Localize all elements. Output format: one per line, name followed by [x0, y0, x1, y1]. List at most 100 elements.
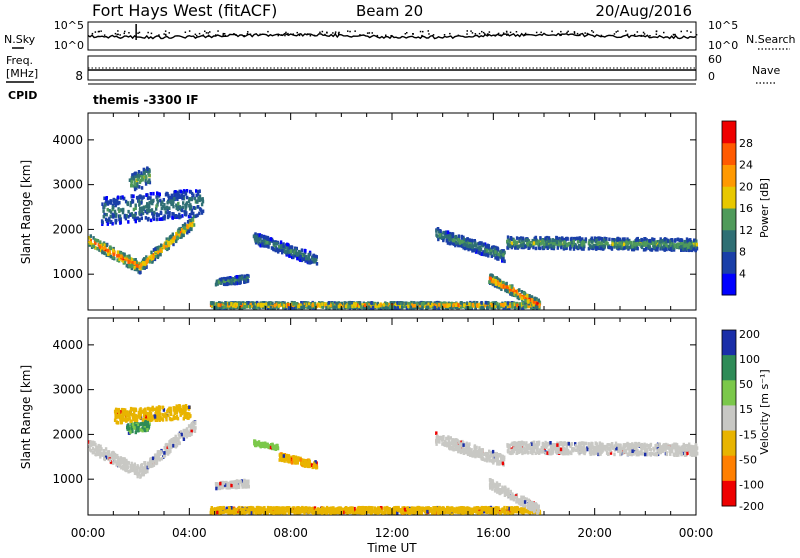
- n-search-point: [498, 33, 500, 35]
- scatter-cell: [511, 285, 513, 289]
- scatter-cell: [160, 203, 162, 207]
- n-search-point: [92, 33, 94, 35]
- scatter-cell: [602, 245, 604, 249]
- scatter-cell: [139, 416, 141, 420]
- scatter-cell: [178, 213, 180, 217]
- scatter-cell: [303, 305, 305, 309]
- scatter-cell: [295, 302, 297, 306]
- scatter-cell: [96, 247, 98, 251]
- scatter-cell: [488, 280, 490, 284]
- scatter-cell: [175, 435, 177, 439]
- scatter-cell: [308, 305, 310, 309]
- scatter-cell: [172, 240, 174, 244]
- scatter-cell: [182, 201, 184, 205]
- scatter-cell: [478, 242, 480, 246]
- n-search-point: [385, 35, 387, 37]
- scatter-cell: [634, 243, 636, 247]
- scatter-cell: [188, 199, 190, 203]
- scatter-cell: [486, 306, 488, 310]
- scatter-cell: [605, 242, 607, 246]
- scatter-cell: [126, 461, 128, 465]
- scatter-cell: [135, 204, 137, 208]
- scatter-cell: [98, 451, 100, 455]
- scatter-cell: [563, 245, 565, 249]
- scatter-cell: [96, 452, 98, 456]
- scatter-cell: [508, 244, 510, 248]
- n-search-point: [359, 34, 361, 36]
- scatter-cell: [134, 188, 136, 192]
- n-search-point: [593, 31, 595, 33]
- n-search-point: [324, 34, 326, 36]
- scatter-cell: [659, 240, 661, 244]
- scatter-cell: [124, 261, 126, 265]
- scatter-cell: [519, 302, 521, 306]
- scatter-cell: [122, 465, 124, 469]
- scatter-cell: [145, 193, 147, 197]
- scatter-cell: [301, 462, 303, 466]
- scatter-cell: [472, 304, 474, 308]
- scatter-cell: [146, 209, 148, 213]
- scatter-cell: [96, 447, 98, 451]
- scatter-cell: [655, 240, 657, 244]
- n-search-point: [644, 33, 646, 35]
- scatter-cell: [645, 242, 647, 246]
- scatter-cell: [639, 243, 641, 247]
- n-search-point: [483, 32, 485, 34]
- scatter-cell: [159, 458, 161, 462]
- scatter-cell: [623, 237, 625, 241]
- scatter-cell: [253, 306, 255, 310]
- scatter-cell: [113, 198, 115, 202]
- n-search-point: [163, 33, 165, 35]
- scatter-cell: [687, 239, 689, 243]
- n-search-point: [196, 35, 198, 37]
- n-search-point: [481, 31, 483, 33]
- scatter-cell: [264, 443, 266, 447]
- scatter-cell: [267, 245, 269, 249]
- scatter-cell: [517, 245, 519, 249]
- scatter-cell: [267, 446, 269, 450]
- n-search-point: [349, 31, 351, 33]
- scatter-cell: [641, 238, 643, 242]
- scatter-cell: [115, 213, 117, 217]
- n-search-point: [314, 35, 316, 37]
- scatter-cell: [175, 445, 177, 449]
- scatter-cell: [288, 455, 290, 459]
- scatter-cell: [680, 245, 682, 249]
- scatter-cell: [121, 412, 123, 416]
- scatter-cell: [516, 241, 518, 245]
- scatter-cell: [120, 461, 122, 465]
- scatter-cell: [139, 412, 141, 416]
- scatter-cell: [218, 487, 220, 491]
- scatter-cell: [184, 226, 186, 230]
- scatter-cell: [156, 191, 158, 195]
- n-search-point: [614, 33, 616, 35]
- scatter-cell: [156, 198, 158, 202]
- scatter-cell: [189, 415, 191, 419]
- scatter-cell: [605, 237, 607, 241]
- scatter-cell: [127, 220, 129, 224]
- n-search-point: [215, 34, 217, 36]
- scatter-cell: [107, 222, 109, 226]
- freq-label-line1: Freq.: [6, 54, 33, 67]
- scatter-cell: [139, 207, 141, 211]
- scatter-cell: [175, 441, 177, 445]
- n-search-point: [487, 33, 489, 35]
- scatter-cell: [504, 289, 506, 293]
- scatter-cell: [109, 220, 111, 224]
- scatter-cell: [292, 256, 294, 260]
- scatter-cell: [487, 301, 489, 305]
- scatter-cell: [266, 241, 268, 245]
- scatter-cell: [601, 237, 603, 241]
- scatter-cell: [522, 237, 524, 241]
- scatter-cell: [183, 417, 185, 421]
- scatter-cell: [163, 451, 165, 455]
- scatter-cell: [145, 216, 147, 220]
- scatter-cell: [298, 305, 300, 309]
- scatter-cell: [663, 245, 665, 249]
- scatter-cell: [579, 238, 581, 242]
- n-search-point: [472, 32, 474, 34]
- nave-label: Nave: [752, 64, 780, 77]
- scatter-cell: [135, 219, 137, 223]
- scatter-cell: [338, 305, 340, 309]
- scatter-cell: [215, 487, 217, 491]
